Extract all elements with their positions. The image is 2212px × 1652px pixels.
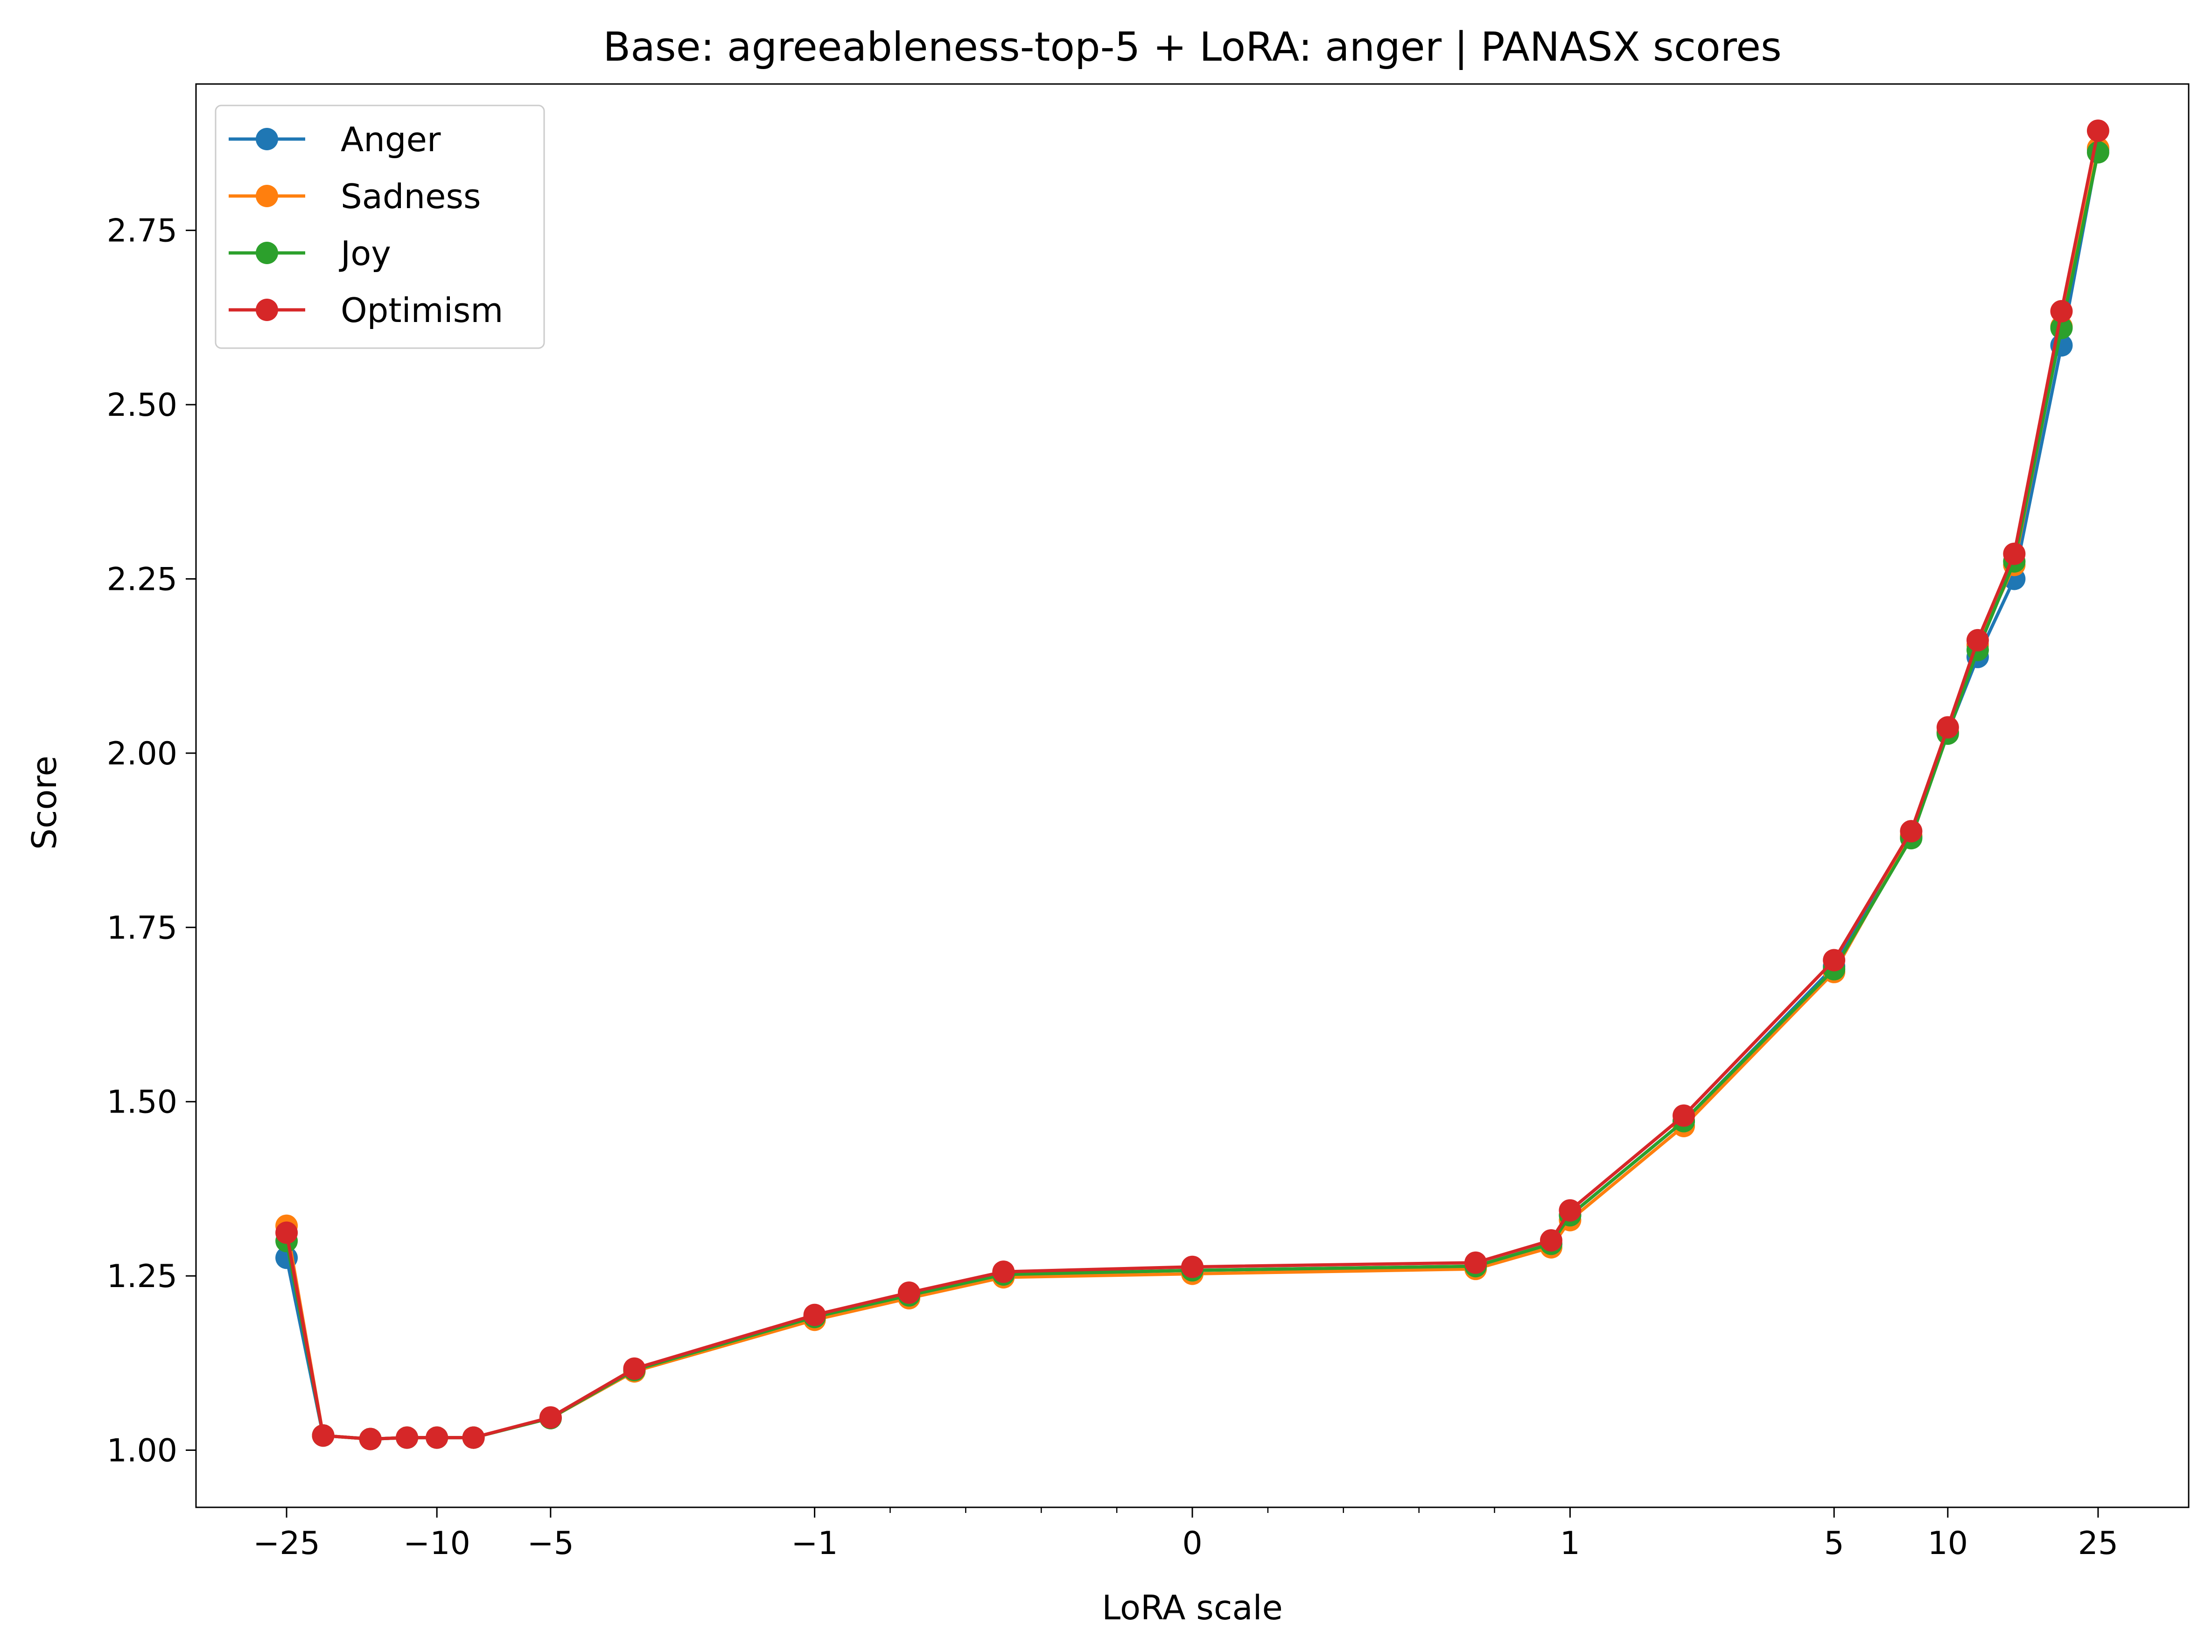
x-axis-label: LoRA scale: [1102, 1588, 1283, 1627]
y-tick-label: 1.75: [107, 910, 177, 946]
x-tick-label: 0: [1182, 1525, 1202, 1562]
point-optimism: [1464, 1251, 1487, 1274]
point-optimism: [2003, 542, 2026, 565]
legend-label-sadness: Sadness: [341, 177, 481, 216]
y-axis-label: Score: [25, 756, 64, 850]
series-line-sadness: [285, 147, 2100, 1441]
y-tick-label: 1.50: [107, 1084, 177, 1121]
y-tick-label: 2.25: [107, 561, 177, 598]
point-optimism: [992, 1260, 1015, 1283]
x-tick-label: −25: [253, 1525, 320, 1562]
x-tick-label: −5: [527, 1525, 574, 1562]
point-optimism: [2086, 119, 2109, 142]
point-optimism: [1559, 1199, 1582, 1222]
point-optimism: [897, 1281, 920, 1304]
point-optimism: [1673, 1104, 1695, 1127]
point-optimism: [1936, 716, 1959, 739]
point-optimism: [312, 1424, 335, 1447]
x-tick-label: 1: [1560, 1525, 1580, 1562]
point-optimism: [1823, 949, 1846, 972]
x-tick-label: −1: [791, 1525, 838, 1562]
x-tick-label: 25: [2078, 1525, 2119, 1562]
legend: Anger Sadness Joy Optimism: [215, 105, 545, 349]
legend-label-anger: Anger: [341, 120, 441, 159]
y-tick-label: 2.75: [107, 213, 177, 250]
x-tick-label: 5: [1824, 1525, 1844, 1562]
y-tick-label: 1.25: [107, 1258, 177, 1295]
legend-marker-anger: [256, 128, 278, 150]
x-tick-label: −10: [403, 1525, 470, 1562]
point-optimism: [1900, 820, 1923, 843]
point-optimism: [1966, 629, 1989, 651]
point-optimism: [623, 1357, 646, 1380]
chart-title: Base: agreeableness-top-5 + LoRA: anger …: [603, 24, 1782, 70]
series-line-optimism: [285, 130, 2100, 1441]
point-optimism: [803, 1303, 826, 1326]
point-optimism: [275, 1221, 298, 1244]
x-tick-label: 10: [1928, 1525, 1968, 1562]
point-joy: [2086, 141, 2109, 164]
y-tick-label: 2.00: [107, 735, 177, 772]
point-optimism: [396, 1426, 419, 1449]
y-tick-label: 1.00: [107, 1433, 177, 1470]
legend-marker-optimism: [256, 299, 278, 321]
legend-label-optimism: Optimism: [341, 291, 503, 330]
series-line-joy: [285, 152, 2100, 1441]
point-optimism: [359, 1428, 382, 1450]
legend-label-joy: Joy: [339, 234, 391, 273]
point-optimism: [2050, 300, 2073, 322]
y-tick-label: 2.50: [107, 387, 177, 424]
series-line-anger: [285, 149, 2100, 1441]
legend-marker-sadness: [256, 185, 278, 207]
point-optimism: [462, 1426, 485, 1449]
legend-marker-joy: [256, 242, 278, 264]
point-optimism: [426, 1426, 448, 1449]
point-optimism: [539, 1406, 562, 1429]
plot-area: 1.001.251.501.752.002.252.502.75−25 −10 −5…: [107, 83, 2190, 1562]
legend-box: [215, 105, 545, 349]
point-optimism: [1540, 1229, 1562, 1252]
point-optimism: [1181, 1255, 1204, 1278]
